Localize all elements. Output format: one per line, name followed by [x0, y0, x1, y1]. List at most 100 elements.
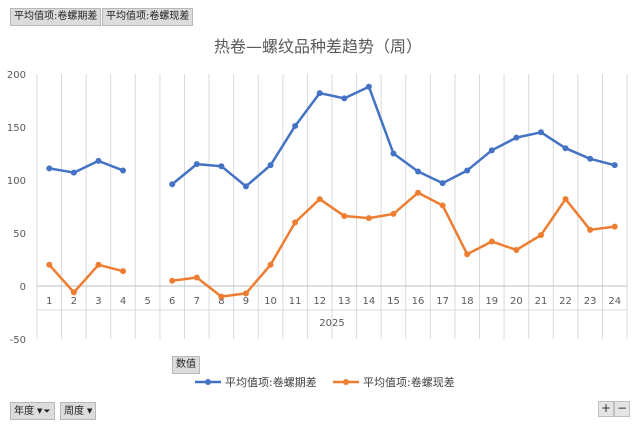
x-tick-label: 23 [584, 296, 597, 307]
data-point [464, 167, 471, 174]
data-point [46, 165, 53, 172]
data-point [120, 167, 127, 174]
x-tick-label: 6 [169, 296, 175, 307]
data-point [169, 277, 176, 284]
data-point [587, 226, 594, 233]
filter-button-futures-spread[interactable]: 平均值项:卷螺期差 [10, 8, 102, 26]
legend-marker [343, 379, 349, 385]
x-tick-label: 15 [387, 296, 400, 307]
y-axis: -50 0 50 100 150 200 [7, 70, 26, 346]
data-point [242, 290, 249, 297]
y-tick-label: 100 [7, 176, 26, 187]
data-point [537, 129, 544, 136]
data-point [316, 196, 323, 203]
x-tick-label: 8 [218, 296, 224, 307]
data-point [365, 215, 372, 222]
data-point [169, 181, 176, 188]
y-tick-label: -50 [10, 335, 26, 346]
y-tick-label: 150 [7, 123, 26, 134]
data-point [120, 268, 127, 275]
chart-title: 热卷—螺纹品种差趋势（周） [214, 37, 422, 56]
x-tick-label: 11 [289, 296, 302, 307]
data-point [488, 147, 495, 154]
data-point [611, 162, 618, 169]
data-point [292, 122, 299, 129]
data-point [562, 145, 569, 152]
series-line [49, 159, 124, 174]
collapse-button[interactable]: − [614, 401, 630, 417]
data-point [537, 232, 544, 239]
data-point [464, 251, 471, 258]
x-tick-label: 2 [71, 296, 77, 307]
data-point [439, 202, 446, 209]
data-point [193, 161, 200, 168]
data-point [513, 246, 520, 253]
series [46, 83, 618, 190]
data-point [488, 238, 495, 245]
x-tick-label: 7 [194, 296, 200, 307]
x-tick-label: 22 [559, 296, 572, 307]
x-group-label: 2025 [319, 318, 344, 329]
expand-button[interactable]: + [598, 401, 614, 417]
data-point [46, 261, 53, 268]
data-point [316, 90, 323, 97]
y-tick-label: 50 [13, 229, 26, 240]
data-point [70, 169, 77, 176]
data-point [365, 83, 372, 90]
data-point [292, 219, 299, 226]
values-field-button[interactable]: 数值 [172, 356, 200, 374]
week-field-button[interactable]: 周度 ▼ [60, 402, 97, 420]
data-point [242, 183, 249, 190]
data-point [218, 293, 225, 300]
data-point [390, 150, 397, 157]
series [46, 189, 618, 300]
legend-marker [205, 379, 211, 385]
x-tick-label: 17 [436, 296, 449, 307]
series-layer [46, 83, 618, 300]
x-tick-label: 4 [120, 296, 126, 307]
data-point [95, 261, 102, 268]
x-tick-label: 21 [535, 296, 548, 307]
x-tick-label: 3 [95, 296, 101, 307]
x-tick-label: 1 [46, 296, 52, 307]
year-field-button[interactable]: 年度 ▼⏷ [10, 402, 55, 420]
x-tick-label: 12 [313, 296, 326, 307]
data-point [439, 180, 446, 187]
data-point [218, 163, 225, 170]
x-tick-label: 24 [608, 296, 621, 307]
data-point [415, 168, 422, 175]
legend-label: 平均值项:卷螺现差 [363, 375, 455, 389]
y-tick-label: 0 [20, 282, 26, 293]
legend-label: 平均值项:卷螺期差 [225, 375, 317, 389]
series-line [171, 85, 616, 188]
y-tick-label: 200 [7, 70, 26, 81]
filter-funnel-icon: ⏷ [43, 407, 51, 417]
filter-button-spot-spread[interactable]: 平均值项:卷螺现差 [102, 8, 194, 26]
chart-grid [36, 74, 628, 339]
data-point [193, 274, 200, 281]
x-tick-label: 19 [485, 296, 498, 307]
data-point [70, 289, 77, 296]
dropdown-arrow-icon: ▼ [87, 407, 93, 415]
dropdown-arrow-icon: ▼ [37, 407, 43, 415]
x-tick-label: 10 [264, 296, 277, 307]
series-line [48, 263, 124, 294]
x-axis: 1 2 3 4 5 6 7 8 9 10 11 12 13 14 15 16 17 18 19 20 21 22 23 242… [37, 285, 627, 329]
data-point [611, 223, 618, 230]
x-tick-label: 16 [412, 296, 425, 307]
x-tick-label: 18 [461, 296, 474, 307]
data-point [390, 210, 397, 217]
data-point [341, 213, 348, 220]
data-point [415, 189, 422, 196]
x-tick-label: 9 [243, 296, 249, 307]
data-point [513, 134, 520, 141]
data-point [562, 196, 569, 203]
x-tick-label: 5 [144, 296, 150, 307]
x-tick-label: 20 [510, 296, 523, 307]
data-point [587, 155, 594, 162]
x-tick-label: 14 [363, 296, 376, 307]
x-tick-label: 13 [338, 296, 351, 307]
data-point [341, 95, 348, 102]
data-point [267, 261, 274, 268]
